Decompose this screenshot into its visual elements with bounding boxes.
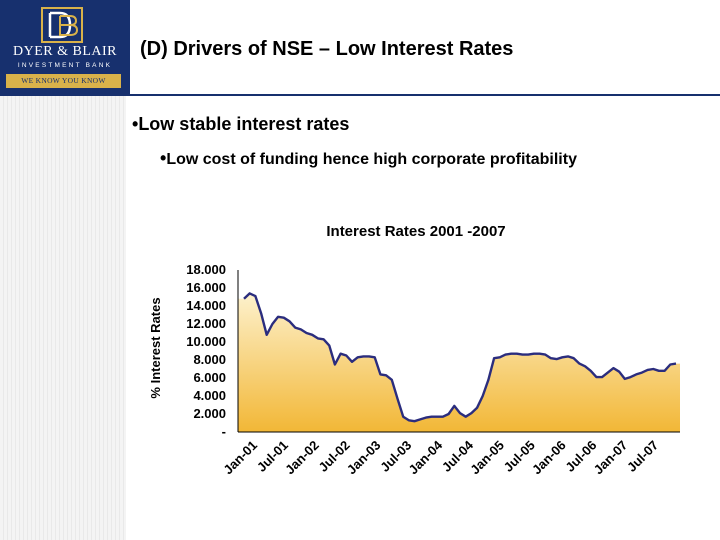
bullet-level-2: •Low cost of funding hence high corporat… xyxy=(160,148,577,169)
decorative-sidebar xyxy=(0,96,126,540)
x-tick-label: Jul-07 xyxy=(624,438,661,475)
x-tick-label: Jan-04 xyxy=(405,437,445,477)
logo-company-name: DYER & BLAIR xyxy=(13,44,117,59)
y-tick-label: 4.000 xyxy=(193,388,226,403)
chart-title: Interest Rates 2001 -2007 xyxy=(326,223,505,240)
x-tick-label: Jan-02 xyxy=(282,438,322,478)
y-tick-label: 2.000 xyxy=(193,406,226,421)
logo-subtitle: INVESTMENT BANK xyxy=(17,62,113,69)
x-tick-label: Jan-06 xyxy=(529,438,569,478)
interest-rate-chart: Interest Rates 2001 -2007 % Interest Rat… xyxy=(140,206,696,504)
series-line xyxy=(243,292,677,423)
bullet-level-2-text: Low cost of funding hence high corporate… xyxy=(166,151,577,168)
y-tick-label: 8.000 xyxy=(193,352,226,367)
x-tick-label: Jan-03 xyxy=(344,438,384,478)
chart-canvas: Interest Rates 2001 -2007 % Interest Rat… xyxy=(148,223,680,477)
company-logo: DYER & BLAIR INVESTMENT BANK WE KNOW YOU… xyxy=(0,0,130,96)
y-axis-label: % Interest Rates xyxy=(148,297,163,398)
y-tick-label: - xyxy=(222,424,226,439)
x-tick-label: Jan-05 xyxy=(467,438,507,478)
y-tick-label: 10.000 xyxy=(186,334,226,349)
x-tick-label: Jan-07 xyxy=(591,438,631,478)
bullet-level-1: •Low stable interest rates xyxy=(132,114,349,135)
y-tick-label: 16.000 xyxy=(186,280,226,295)
area-mask xyxy=(238,270,680,422)
logo-tagline: WE KNOW YOU KNOW xyxy=(6,74,121,88)
slide-title: (D) Drivers of NSE – Low Interest Rates xyxy=(140,38,514,60)
y-tick-label: 14.000 xyxy=(186,298,226,313)
y-tick-label: 12.000 xyxy=(186,316,226,331)
title-divider xyxy=(130,94,720,96)
logo-monogram-icon xyxy=(41,7,83,43)
bullet-dot-icon: • xyxy=(132,114,139,134)
y-tick-label: 6.000 xyxy=(193,370,226,385)
plot-area: - 2.000 4.000 6.000 8.000 10.000 12.000 14.000 1… xyxy=(186,262,680,477)
bullet-level-1-text: Low stable interest rates xyxy=(138,114,350,134)
y-tick-label: 18.000 xyxy=(186,262,226,277)
bullet-dot-icon: • xyxy=(160,148,167,168)
x-tick-label: Jan-01 xyxy=(220,438,260,478)
